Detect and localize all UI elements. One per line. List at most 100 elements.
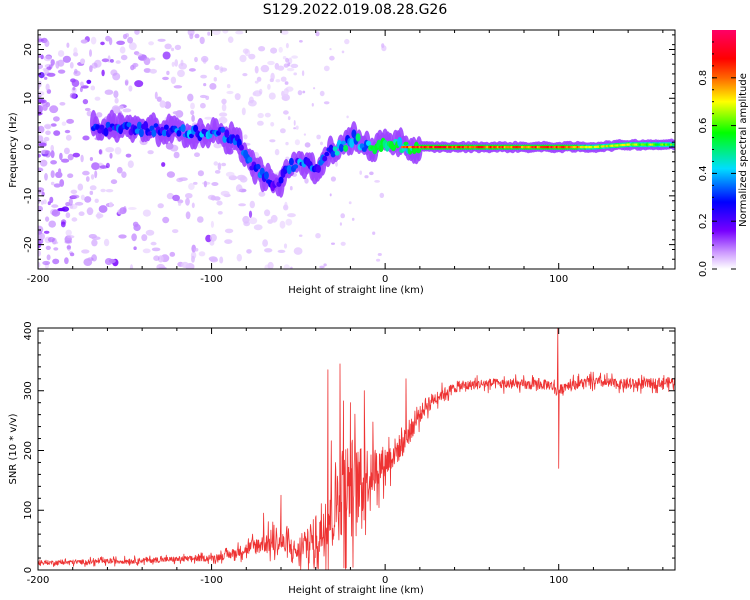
noise-blob xyxy=(269,139,276,143)
noise-blob xyxy=(253,224,263,231)
noise-blob xyxy=(235,184,243,193)
noise-blob xyxy=(172,229,179,234)
noise-blob xyxy=(38,250,41,257)
noise-blob xyxy=(143,57,151,66)
noise-blob xyxy=(166,70,170,76)
noise-blob xyxy=(101,69,105,77)
noise-blob xyxy=(70,189,78,194)
noise-blob xyxy=(43,230,50,234)
noise-blob xyxy=(98,205,108,213)
noise-blob xyxy=(283,63,289,68)
noise-blob xyxy=(111,105,120,113)
noise-blob xyxy=(203,83,207,87)
noise-blob xyxy=(257,112,264,119)
noise-blob xyxy=(201,55,209,63)
noise-blob xyxy=(166,171,175,178)
noise-blob xyxy=(38,72,45,79)
noise-blob xyxy=(188,183,195,190)
noise-blob xyxy=(98,149,102,155)
noise-blob xyxy=(221,162,227,167)
ridge-core xyxy=(366,140,371,146)
noise-blob xyxy=(50,150,55,159)
x-tick-label: -200 xyxy=(27,575,50,586)
noise-blob xyxy=(316,134,321,140)
noise-blob xyxy=(71,79,80,87)
noise-blob xyxy=(38,105,42,112)
noise-blob xyxy=(49,196,54,204)
ridge-core xyxy=(143,121,149,131)
noise-blob xyxy=(66,244,71,251)
noise-blob xyxy=(157,255,164,263)
ridge-core xyxy=(324,151,330,157)
noise-blob xyxy=(214,64,220,71)
noise-blob xyxy=(38,135,44,143)
ridge-core xyxy=(224,129,230,138)
noise-blob xyxy=(193,181,198,185)
noise-blob xyxy=(304,178,309,184)
noise-blob xyxy=(52,258,60,265)
noise-blob xyxy=(156,96,162,102)
noise-blob xyxy=(69,252,75,257)
noise-blob xyxy=(82,99,89,105)
noise-blob xyxy=(81,249,90,254)
noise-blob xyxy=(283,88,289,96)
noise-blob xyxy=(200,74,208,79)
noise-blob xyxy=(284,81,289,85)
noise-blob xyxy=(252,92,256,96)
noise-blob xyxy=(127,160,134,168)
ridge-core xyxy=(161,129,167,137)
y-tick-label: -10 xyxy=(23,188,34,204)
noise-blob xyxy=(51,209,61,217)
ridge-core xyxy=(176,130,182,137)
noise-blob xyxy=(118,105,124,110)
noise-blob xyxy=(38,142,47,147)
noise-blob xyxy=(293,247,303,255)
noise-blob xyxy=(43,136,50,142)
noise-blob xyxy=(248,53,256,60)
spectrogram-frame xyxy=(37,29,676,270)
noise-blob xyxy=(214,170,221,174)
y-tick-label: 400 xyxy=(23,321,34,340)
noise-blob xyxy=(226,90,234,95)
noise-blob xyxy=(210,220,214,228)
noise-blob xyxy=(173,151,180,159)
noise-blob xyxy=(149,68,157,74)
noise-blob xyxy=(46,254,51,261)
noise-blob xyxy=(114,97,119,104)
noise-blob xyxy=(125,153,132,158)
noise-blob xyxy=(127,207,137,210)
noise-blob xyxy=(340,241,346,246)
noise-blob xyxy=(43,69,49,74)
noise-blob xyxy=(222,30,229,34)
y-tick-label: 100 xyxy=(23,501,34,520)
noise-blob xyxy=(217,211,223,215)
noise-blob xyxy=(80,81,84,87)
noise-blob xyxy=(44,76,48,80)
colorbar-tick-label: 0.6 xyxy=(698,118,709,134)
noise-blob xyxy=(194,33,200,39)
noise-blob xyxy=(238,203,247,207)
noise-blob xyxy=(185,193,193,199)
noise-blob xyxy=(67,173,74,178)
ridge-core xyxy=(136,121,142,130)
ridge-core xyxy=(288,157,294,166)
noise-blob xyxy=(283,204,289,211)
noise-blob xyxy=(82,135,90,141)
noise-blob xyxy=(91,162,100,171)
noise-blob xyxy=(38,261,41,269)
noise-blob xyxy=(164,101,172,109)
noise-blob xyxy=(91,239,98,247)
noise-blob xyxy=(38,38,44,42)
ridge-core xyxy=(107,126,113,132)
x-tick-label: -200 xyxy=(27,274,50,285)
ridge-core xyxy=(343,144,349,152)
noise-blob xyxy=(59,152,63,161)
noise-blob xyxy=(169,251,176,257)
noise-blob xyxy=(162,51,171,60)
ridge-core xyxy=(338,143,344,152)
ridge-core xyxy=(134,128,140,134)
noise-blob xyxy=(70,194,80,199)
noise-blob xyxy=(290,63,299,69)
